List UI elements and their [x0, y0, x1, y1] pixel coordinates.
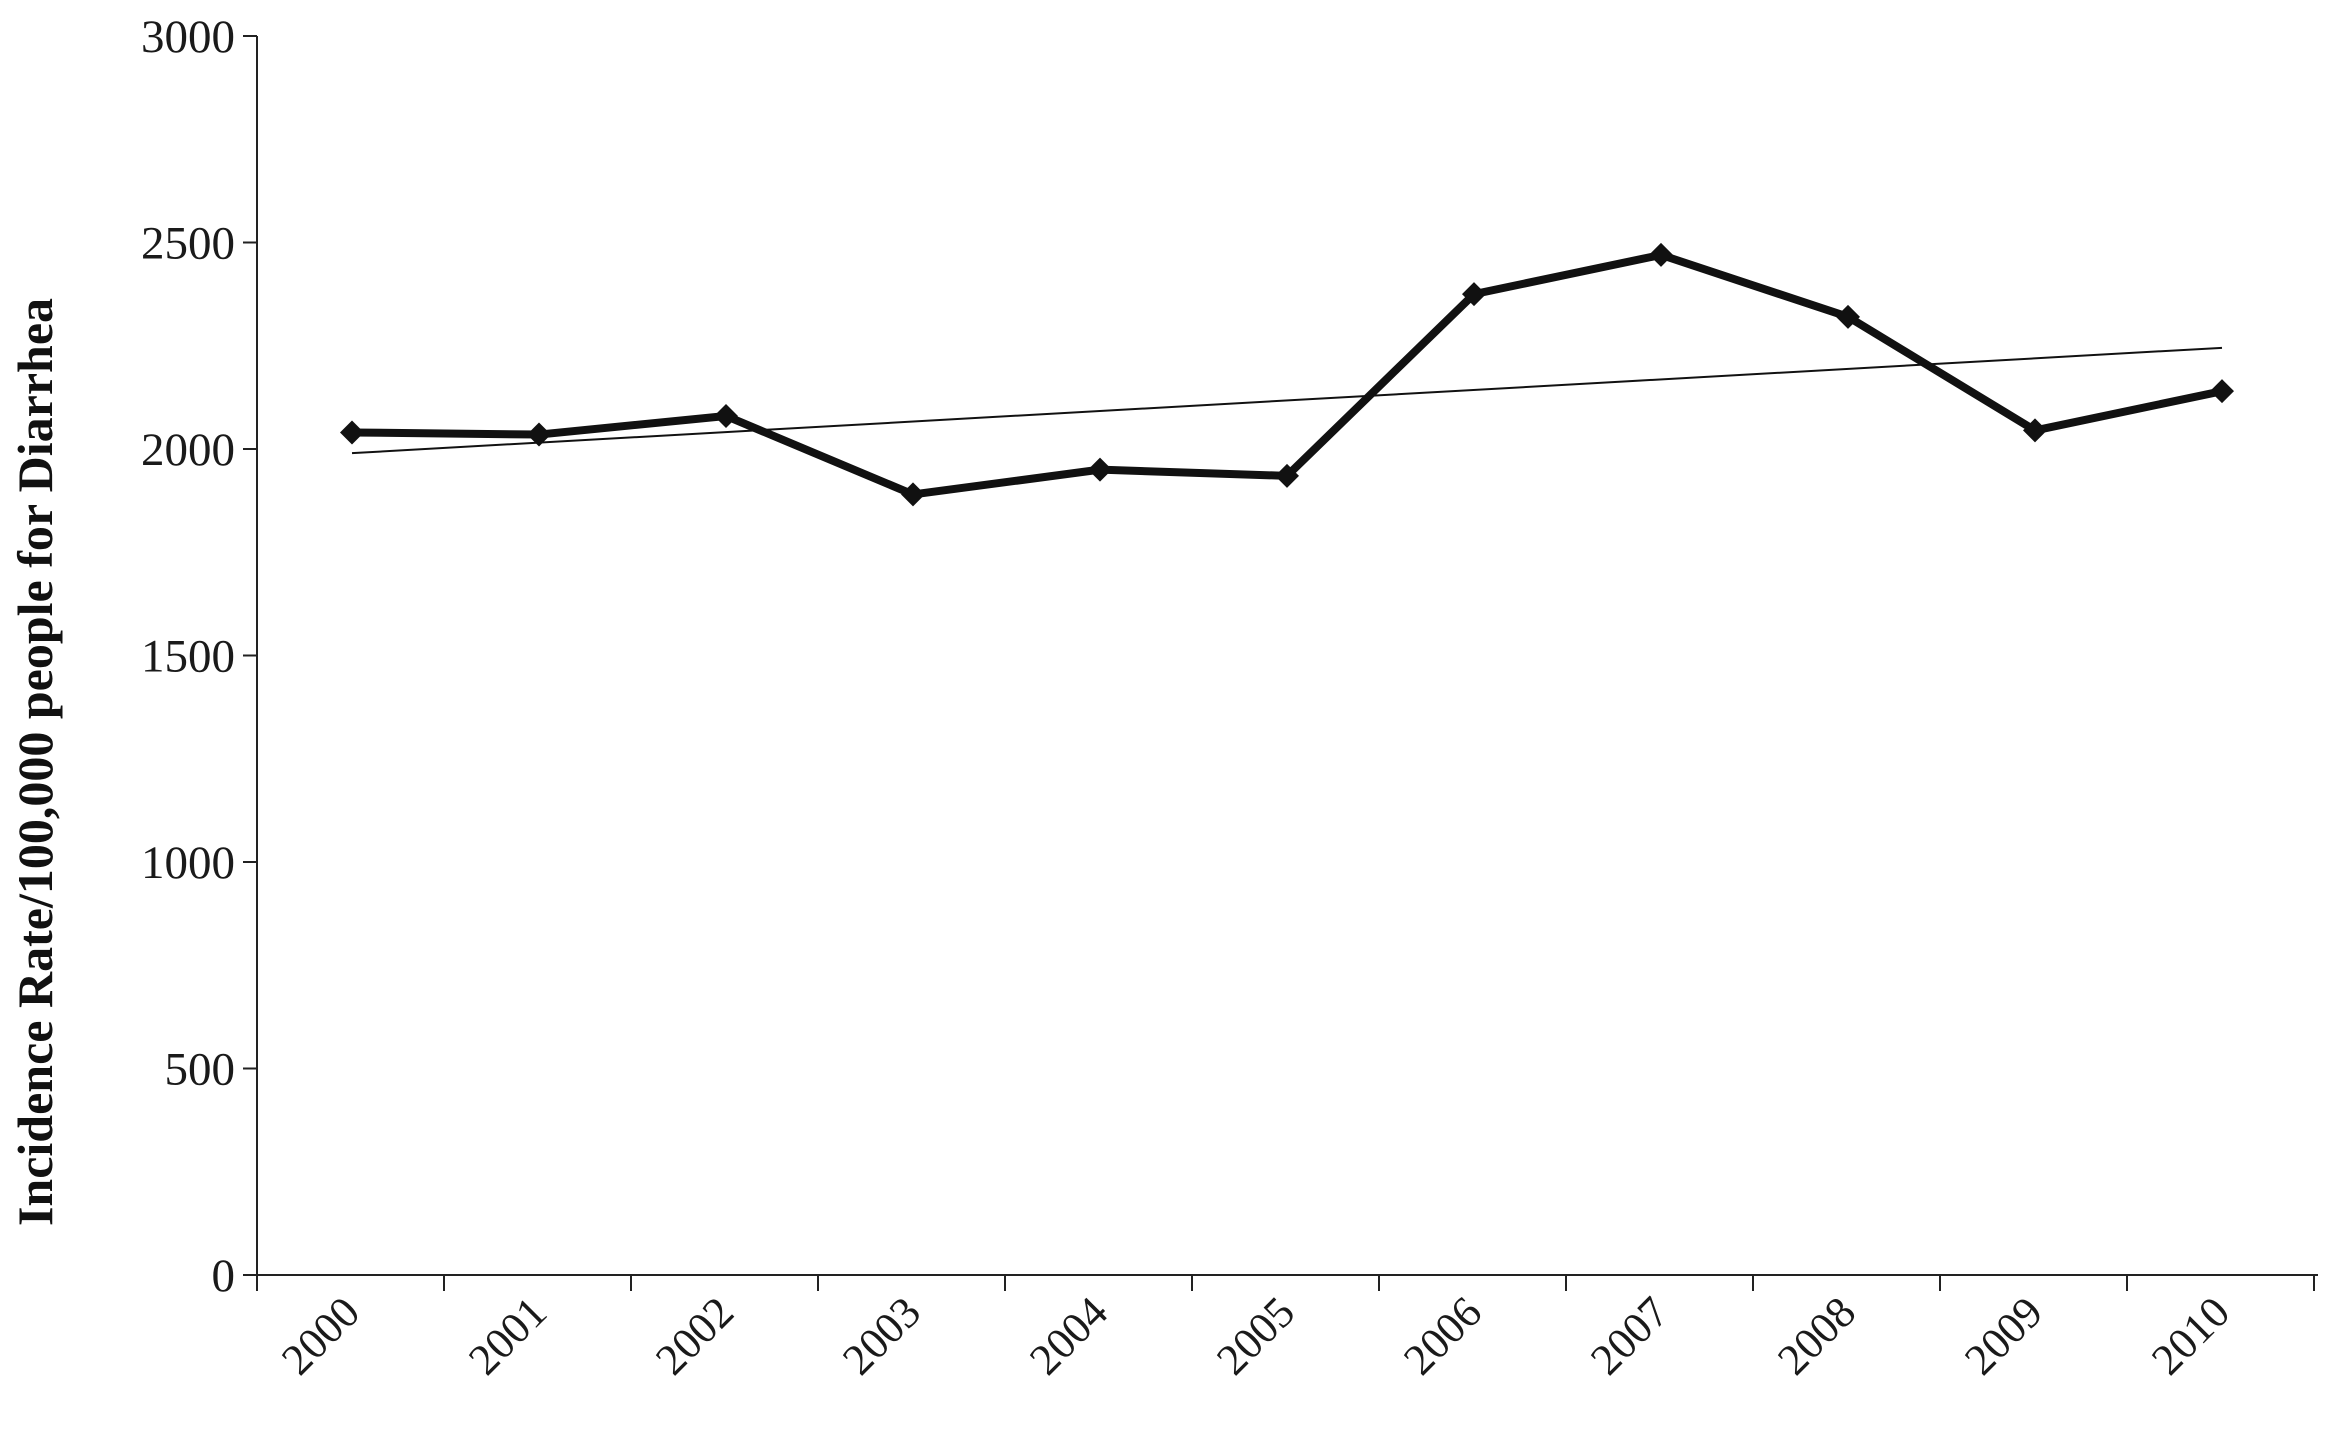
data-point-marker: [2210, 379, 2234, 404]
x-tick-label: 2006: [1394, 1287, 1491, 1384]
data-point-marker: [527, 422, 551, 447]
data-point-marker: [1088, 457, 1112, 482]
y-tick-label: 0: [212, 1250, 236, 1302]
trendline-layer: [351, 346, 2223, 455]
x-tick-label: 2001: [459, 1287, 556, 1384]
x-tick-label: 2009: [1955, 1287, 2052, 1384]
data-point-marker: [714, 403, 738, 428]
data-point-marker: [340, 420, 364, 445]
series-layer: [340, 242, 2234, 507]
x-tick-label: 2005: [1207, 1287, 1304, 1384]
x-tick-label: 2003: [833, 1287, 930, 1384]
x-tick-label: 2000: [272, 1287, 369, 1384]
data-point-marker: [1462, 282, 1486, 307]
y-tick-label: 2000: [141, 424, 235, 476]
x-tick-label: 2004: [1020, 1287, 1117, 1384]
x-tick-label: 2002: [646, 1287, 743, 1384]
series-line: [351, 250, 2223, 499]
data-point-marker: [1275, 463, 1299, 488]
y-tick-label: 500: [165, 1044, 236, 1096]
trendline: [351, 346, 2223, 455]
y-tick-label: 2500: [141, 218, 235, 270]
data-point-marker: [901, 482, 925, 507]
y-tick-label: 1500: [141, 631, 235, 683]
x-tick-label: 2008: [1768, 1287, 1865, 1384]
y-axis-title: Incidence Rate/100,000 people for Diarrh…: [7, 298, 63, 1226]
data-point-marker: [1836, 304, 1860, 329]
tick-labels: 0 500 1000 1500 2000 2500 3000 2000 2001 2002 2003…: [141, 11, 2239, 1384]
y-tick-label: 3000: [141, 11, 235, 63]
x-tick-label: 2007: [1581, 1287, 1678, 1384]
data-point-marker: [2023, 418, 2047, 443]
data-point-marker: [1649, 242, 1673, 267]
y-tick-label: 1000: [141, 837, 235, 889]
x-tick-label: 2010: [2142, 1287, 2239, 1384]
axes: [243, 35, 2318, 1291]
